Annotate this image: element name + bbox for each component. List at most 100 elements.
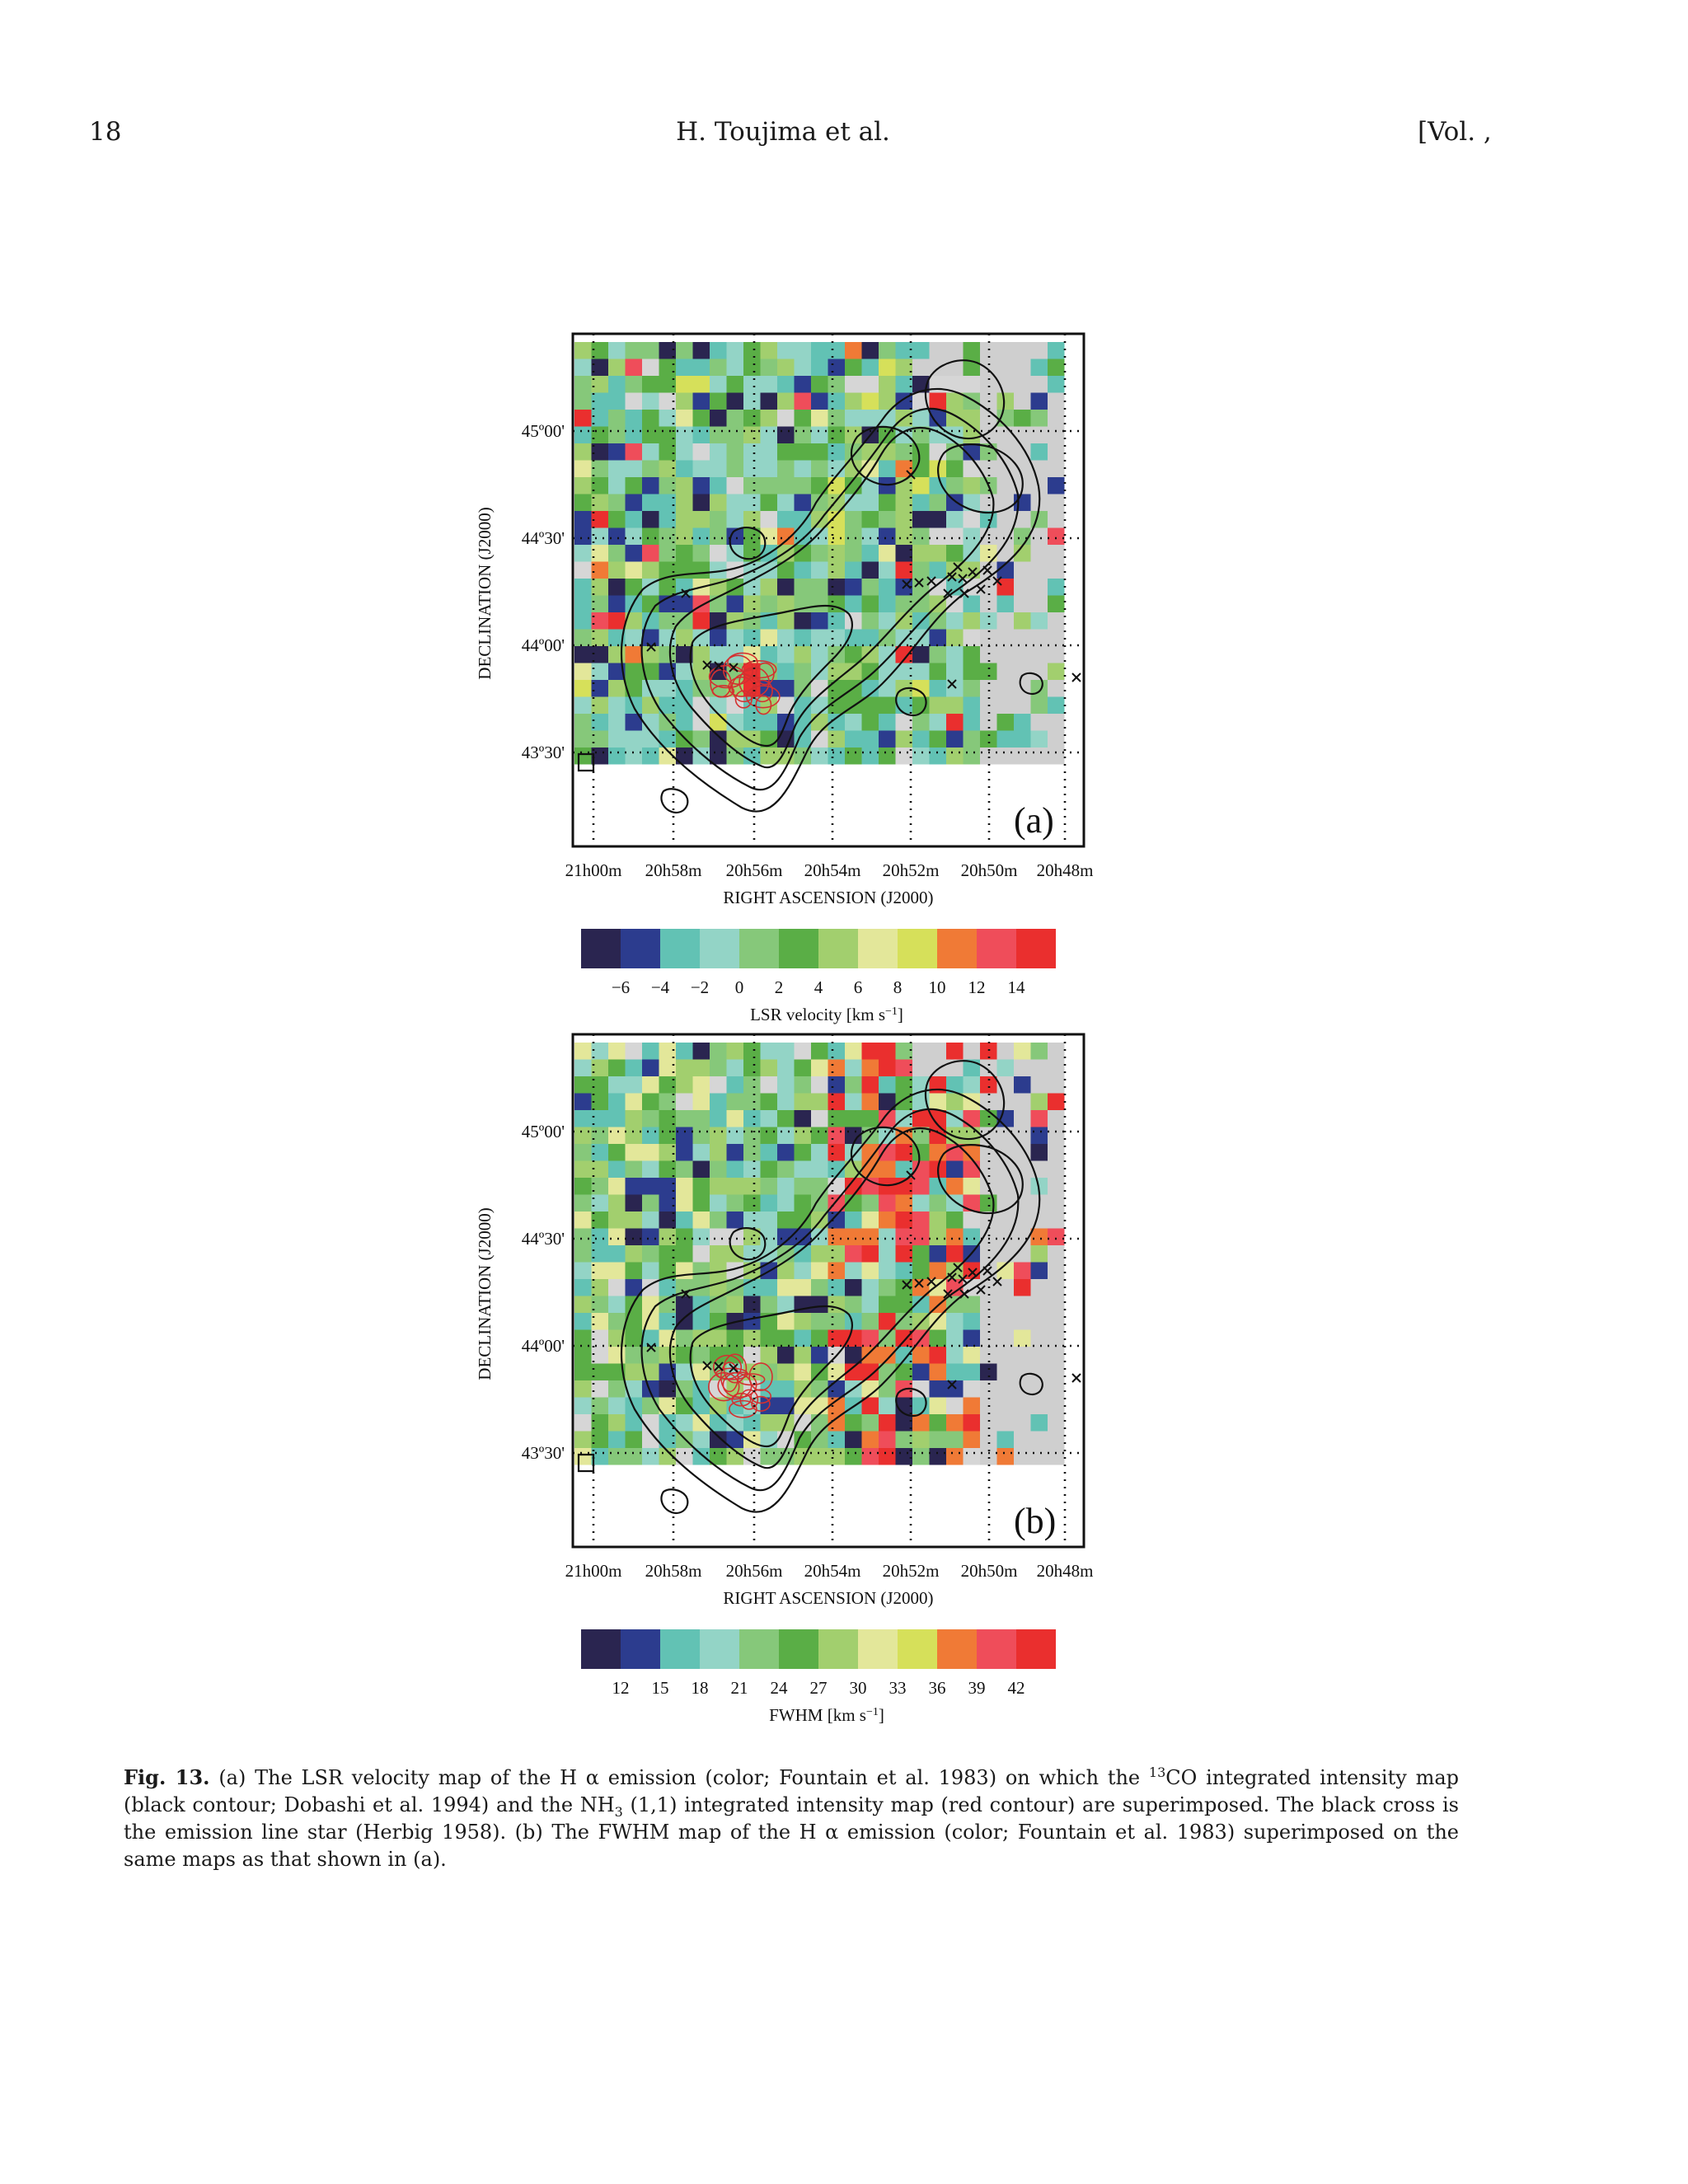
emission-star-cross [982,565,992,575]
ra-tick-label: 20h58m [645,860,702,880]
emission-star-cross [992,576,1002,586]
ra-tick-label: 20h54m [804,1561,861,1581]
heatmap-cell [743,748,761,765]
heatmap-cell [591,1245,608,1263]
heatmap-cell [591,1431,608,1448]
heatmap-cell [963,730,980,748]
heatmap-cell [845,527,862,545]
heatmap-cell [726,1059,743,1076]
heatmap-cell [1014,1448,1031,1465]
heatmap-cell [828,376,845,393]
co-contour-line [895,1387,927,1418]
heatmap-cell [828,1059,845,1076]
heatmap-cell [828,730,845,748]
heatmap-cell [1030,714,1048,731]
heatmap-cell [625,342,642,359]
heatmap-cell [912,1262,930,1279]
heatmap-cell [676,1043,693,1060]
heatmap-cell [828,1043,845,1060]
co-contour-line [668,426,995,769]
heatmap-cell [879,1245,896,1263]
heatmap-cell [760,1347,777,1364]
caption-label: Fig. 13. [124,1765,210,1789]
heatmap-cell [777,680,795,697]
heatmap-cell [777,443,795,461]
heatmap-cell [726,561,743,579]
heatmap-cell [608,730,626,748]
emission-star-cross [982,1266,992,1276]
heatmap-cell [828,612,845,630]
heatmap-cell [845,629,862,646]
heatmap-cells [574,342,1065,765]
heatmap-cell [912,527,930,545]
heatmap-cell [828,629,845,646]
heatmap-cell [743,595,761,612]
heatmap-cell [929,527,946,545]
heatmap-cell [777,663,795,680]
heatmap-cell [1030,376,1048,393]
heatmap-cell [879,1228,896,1245]
heatmap-cell [642,1363,659,1380]
heatmap-cell [828,545,845,562]
emission-star-cross [976,1285,986,1295]
heatmap-cell [929,545,946,562]
heatmap-cell [760,1076,777,1094]
nh3-contour-line [752,679,773,703]
nh3-contour-line [731,1392,752,1407]
heatmap-cell [963,1347,980,1364]
heatmap-cell [912,426,930,443]
heatmap-cell [996,1279,1014,1296]
heatmap-cell [811,1194,828,1212]
heatmap-cell [946,1448,964,1465]
heatmap-cell [794,579,811,596]
heatmap-cell [895,1347,912,1364]
heatmap-cell [1014,410,1031,427]
heatmap-cell [879,376,896,393]
heatmap-cell [861,410,879,427]
heatmap-cell [760,629,777,646]
heatmap-cell [794,1228,811,1245]
heatmap-cell [574,1110,592,1127]
nh3-contour-line [720,1361,739,1393]
heatmap-cell [946,1380,964,1398]
heatmap-cell [659,460,676,477]
heatmap-cell [980,663,997,680]
ra-tick-label: 20h54m [804,860,861,880]
heatmap-cell [760,477,777,494]
heatmap-cell [726,730,743,748]
heatmap-cell [794,629,811,646]
heatmap-cell [625,579,642,596]
heatmap-cell [625,376,642,393]
heatmap-cell [777,1127,795,1144]
heatmap-cell [777,612,795,630]
heatmap-cell [794,1043,811,1060]
heatmap-cell [710,1296,727,1313]
heatmap-cell [777,595,795,612]
heatmap-cell [912,1194,930,1212]
heatmap-cell [692,1448,710,1465]
heatmap-cell [608,1380,626,1398]
heatmap-cell [861,595,879,612]
heatmap-cell [1048,443,1065,461]
heatmap-cell [996,612,1014,630]
heatmap-cell [828,1110,845,1127]
ra-tick-label: 20h48m [1037,860,1094,880]
heatmap-cell [845,545,862,562]
heatmap-cell [996,410,1014,427]
heatmap-cell [1014,1110,1031,1127]
heatmap-cell [996,1093,1014,1110]
heatmap-cell [963,1228,980,1245]
heatmap-cell [676,1178,693,1195]
heatmap-cell [811,579,828,596]
heatmap-cell [895,342,912,359]
heatmap-cell [625,1279,642,1296]
heatmap-cell [861,1262,879,1279]
heatmap-cell [726,1212,743,1229]
heatmap-cell [1014,359,1031,376]
heatmap-cell [642,1329,659,1347]
heatmap-cell [794,1059,811,1076]
heatmap-cell [996,392,1014,410]
heatmap-cell [895,595,912,612]
heatmap-cell [963,1043,980,1060]
heatmap-cell [574,1093,592,1110]
